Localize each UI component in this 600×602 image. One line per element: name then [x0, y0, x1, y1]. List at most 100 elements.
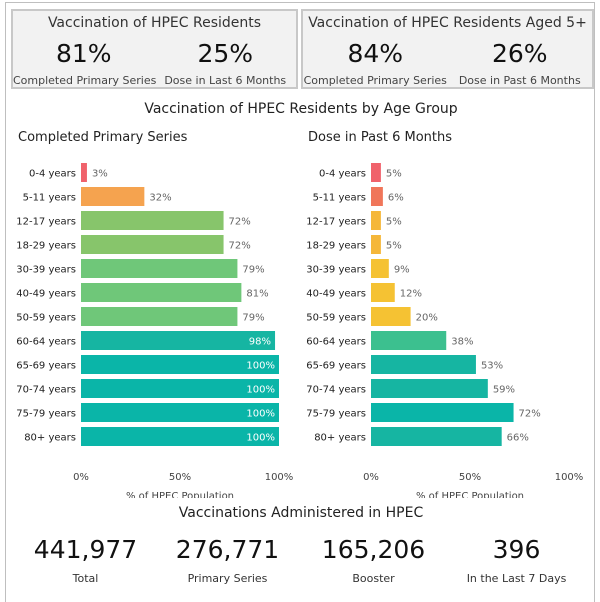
data-label: 5%: [386, 241, 402, 252]
last-7-days-label: In the Last 7 Days: [466, 572, 567, 585]
category-label: 65-69 years: [306, 361, 366, 372]
kpi-panel-residents: Vaccination of HPEC Residents 81% 25% Co…: [11, 9, 298, 89]
bar-dose-6-months: [371, 379, 488, 398]
charts-section-title: Vaccination of HPEC Residents by Age Gro…: [144, 101, 458, 117]
totals-section-title: Vaccinations Administered in HPEC: [178, 505, 424, 521]
x-axis-title: % of HPEC Population: [126, 491, 234, 498]
bar-completed-primary: [81, 283, 242, 302]
kpi-panel-residents-aged-5-plus: Vaccination of HPEC Residents Aged 5+ 84…: [301, 9, 594, 89]
data-label: 98%: [249, 337, 271, 348]
x-tick-label: 50%: [169, 472, 191, 483]
category-label: 18-29 years: [16, 241, 76, 252]
category-label: 80+ years: [314, 433, 366, 444]
x-tick-label: 0%: [363, 472, 379, 483]
bar-completed-primary: [81, 259, 238, 278]
bar-completed-primary: [81, 403, 279, 422]
total-vaccinations-label: Total: [72, 572, 99, 585]
x-tick-label: 0%: [73, 472, 89, 483]
kpi-label-dose-6-months: Dose in Past 6 Months: [458, 74, 581, 87]
data-label: 9%: [394, 265, 410, 276]
data-label: 20%: [416, 313, 438, 324]
category-label: 65-69 years: [16, 361, 76, 372]
x-axis-title: % of HPEC Population: [416, 491, 524, 498]
last-7-days-value: 396: [492, 535, 541, 564]
data-label: 5%: [386, 169, 402, 180]
data-label: 3%: [92, 169, 108, 180]
category-label: 0-4 years: [319, 169, 366, 180]
total-vaccinations-value: 441,977: [33, 535, 138, 564]
bar-completed-primary: [81, 163, 87, 182]
data-label: 81%: [246, 289, 268, 300]
data-label: 53%: [481, 361, 503, 372]
kpi-label-dose-6-months: Dose in Last 6 Months: [164, 74, 287, 87]
category-label: 70-74 years: [16, 385, 76, 396]
primary-series-label: Primary Series: [187, 572, 268, 585]
booster-value: 165,206: [321, 535, 426, 564]
bar-dose-6-months: [371, 163, 381, 182]
category-label: 30-39 years: [16, 265, 76, 276]
chart-title-dose-6-months: Dose in Past 6 Months: [308, 130, 452, 145]
category-label: 60-64 years: [306, 337, 366, 348]
data-label: 5%: [386, 217, 402, 228]
x-tick-label: 50%: [459, 472, 481, 483]
booster-label: Booster: [352, 572, 395, 585]
category-label: 80+ years: [24, 433, 76, 444]
bar-completed-primary: [81, 379, 279, 398]
data-label: 100%: [246, 385, 275, 396]
data-label: 66%: [507, 433, 529, 444]
bar-chart-completed-primary: 0-4 years 3% 5-11 years 32% 12-17 years 72% 18…: [16, 163, 294, 498]
category-label: 70-74 years: [306, 385, 366, 396]
x-tick-label: 100%: [265, 472, 294, 483]
bar-dose-6-months: [371, 283, 395, 302]
bar-completed-primary: [81, 355, 279, 374]
data-label: 100%: [246, 361, 275, 372]
data-label: 72%: [229, 217, 251, 228]
kpi-panel-title: Vaccination of HPEC Residents Aged 5+: [308, 15, 587, 31]
kpi-label-completed-primary: Completed Primary Series: [303, 74, 447, 87]
category-label: 5-11 years: [313, 193, 366, 204]
bar-dose-6-months: [371, 403, 514, 422]
data-label: 38%: [451, 337, 473, 348]
bar-dose-6-months: [371, 427, 502, 446]
category-label: 60-64 years: [16, 337, 76, 348]
bar-dose-6-months: [371, 187, 383, 206]
bar-dose-6-months: [371, 331, 447, 350]
data-label: 32%: [149, 193, 171, 204]
bar-dose-6-months: [371, 211, 381, 230]
kpi-value-completed-primary: 81%: [55, 39, 112, 68]
bar-dose-6-months: [371, 259, 389, 278]
bar-chart-dose-6-months: 0-4 years 5% 5-11 years 6% 12-17 years 5% 18-2…: [306, 163, 583, 498]
data-label: 100%: [246, 433, 275, 444]
category-label: 40-49 years: [16, 289, 76, 300]
bar-completed-primary: [81, 427, 279, 446]
category-label: 0-4 years: [29, 169, 76, 180]
data-label: 100%: [246, 409, 275, 420]
chart-title-completed-primary: Completed Primary Series: [18, 130, 188, 145]
kpi-value-dose-6-months: 25%: [197, 39, 254, 68]
data-label: 79%: [242, 265, 264, 276]
category-label: 40-49 years: [306, 289, 366, 300]
kpi-panel-title: Vaccination of HPEC Residents: [47, 15, 262, 31]
category-label: 5-11 years: [23, 193, 76, 204]
kpi-value-completed-primary: 84%: [347, 39, 404, 68]
primary-series-value: 276,771: [175, 535, 280, 564]
category-label: 75-79 years: [16, 409, 76, 420]
bar-dose-6-months: [371, 355, 476, 374]
kpi-value-dose-6-months: 26%: [491, 39, 548, 68]
data-label: 72%: [229, 241, 251, 252]
bar-completed-primary: [81, 211, 224, 230]
data-label: 12%: [400, 289, 422, 300]
category-label: 12-17 years: [16, 217, 76, 228]
category-label: 12-17 years: [306, 217, 366, 228]
bar-completed-primary: [81, 235, 224, 254]
category-label: 30-39 years: [306, 265, 366, 276]
category-label: 50-59 years: [306, 313, 366, 324]
data-label: 79%: [242, 313, 264, 324]
data-label: 59%: [493, 385, 515, 396]
bar-completed-primary: [81, 307, 238, 326]
bar-dose-6-months: [371, 307, 411, 326]
bar-dose-6-months: [371, 235, 381, 254]
category-label: 18-29 years: [306, 241, 366, 252]
category-label: 50-59 years: [16, 313, 76, 324]
category-label: 75-79 years: [306, 409, 366, 420]
